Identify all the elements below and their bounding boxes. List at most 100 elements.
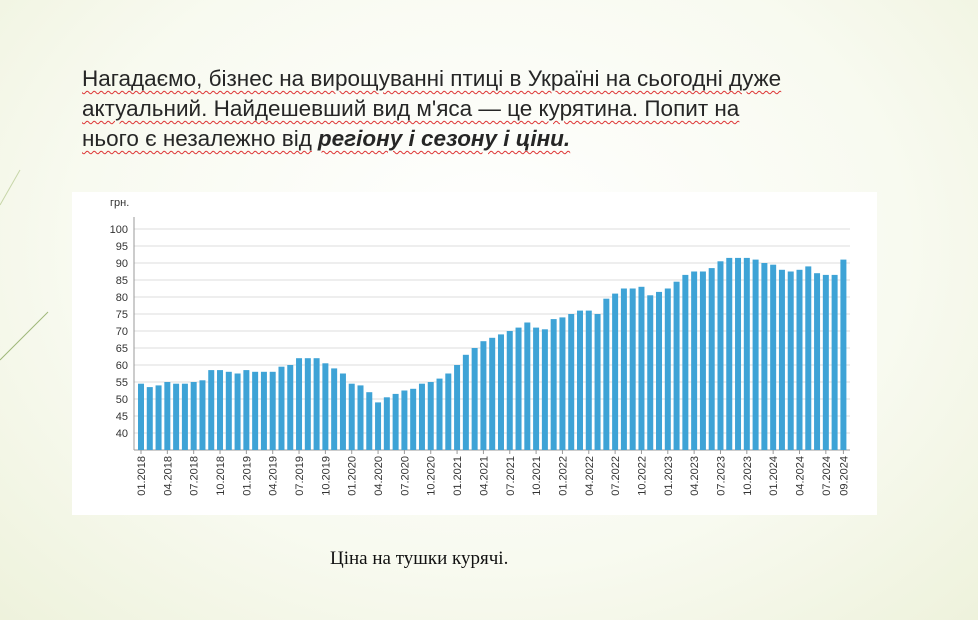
y-tick-label: 90 xyxy=(116,258,128,270)
x-tick-label: 01.2018 xyxy=(136,456,148,496)
y-tick-label: 85 xyxy=(116,275,128,287)
bar xyxy=(199,380,206,450)
bar xyxy=(515,327,522,450)
bar xyxy=(260,371,267,450)
bar xyxy=(454,365,461,450)
bar xyxy=(445,373,452,450)
y-tick-label: 75 xyxy=(116,309,128,321)
x-tick-label: 01.2023 xyxy=(663,456,675,496)
bar xyxy=(656,291,663,450)
x-tick-label: 07.2019 xyxy=(294,456,306,496)
bar xyxy=(708,268,715,450)
bar xyxy=(673,281,680,450)
bar xyxy=(506,331,513,450)
x-tick-label: 07.2022 xyxy=(610,456,622,496)
bar xyxy=(778,269,785,450)
bar xyxy=(208,370,215,450)
bar xyxy=(568,314,575,450)
x-tick-label: 10.2023 xyxy=(742,456,754,496)
y-tick-label: 55 xyxy=(116,377,128,389)
x-tick-label: 10.2022 xyxy=(636,456,648,496)
bar xyxy=(533,327,540,450)
bar xyxy=(840,259,847,450)
bar xyxy=(831,274,838,450)
bar xyxy=(138,383,144,450)
bar xyxy=(717,261,724,450)
x-tick-label: 10.2018 xyxy=(215,456,227,496)
bar xyxy=(278,366,285,450)
bar xyxy=(541,329,548,450)
bar xyxy=(375,402,382,450)
bar xyxy=(225,371,232,450)
bar xyxy=(497,334,504,450)
bar xyxy=(489,337,496,450)
bar xyxy=(699,271,706,450)
bar xyxy=(638,286,645,450)
y-tick-label: 70 xyxy=(116,326,128,338)
x-tick-label: 04.2024 xyxy=(795,456,807,496)
text: нього є незалежно від xyxy=(82,126,312,151)
bar xyxy=(173,383,180,450)
bar xyxy=(664,288,671,450)
bar xyxy=(304,358,311,450)
bar xyxy=(805,266,812,450)
y-tick-label: 95 xyxy=(116,241,128,253)
x-tick-label: 07.2024 xyxy=(821,456,833,496)
bar xyxy=(155,385,162,450)
x-tick-label: 04.2020 xyxy=(373,456,385,496)
x-tick-label: 04.2022 xyxy=(584,456,596,496)
bar xyxy=(181,383,188,450)
bar xyxy=(770,264,777,450)
bar xyxy=(462,354,469,450)
x-tick-label: 01.2019 xyxy=(241,456,253,496)
bar xyxy=(357,385,364,450)
bar xyxy=(313,358,320,450)
bar xyxy=(471,348,478,450)
bar xyxy=(787,271,794,450)
y-tick-label: 80 xyxy=(116,292,128,304)
bar xyxy=(217,370,224,450)
x-tick-label: 04.2021 xyxy=(478,456,490,496)
y-tick-label: 50 xyxy=(116,394,128,406)
y-tick-label: 45 xyxy=(116,411,128,423)
x-tick-label: 04.2023 xyxy=(689,456,701,496)
bar xyxy=(603,298,610,450)
bar xyxy=(252,371,259,450)
text-line: актуальний. Найдешевший вид м'яса — це к… xyxy=(82,96,740,121)
emphasis: регіону і сезону і ціни. xyxy=(317,126,571,151)
y-tick-label: 100 xyxy=(110,224,128,236)
bar xyxy=(735,257,742,450)
bar xyxy=(331,368,338,450)
bar xyxy=(427,382,434,450)
bar xyxy=(243,370,250,450)
text-line: Нагадаємо, бізнес на вирощуванні птиці в… xyxy=(82,66,782,91)
bar xyxy=(524,322,531,450)
bar xyxy=(418,383,425,450)
bar xyxy=(647,295,654,450)
bar xyxy=(559,317,566,450)
deco-line xyxy=(0,169,21,206)
bar xyxy=(366,392,373,450)
x-tick-label: 01.2022 xyxy=(557,456,569,496)
bar xyxy=(726,257,733,450)
deco-line xyxy=(0,311,49,361)
bar xyxy=(164,382,171,450)
bar xyxy=(814,273,821,450)
chart: грн. 40 45 50 55 60 65 70 75 80 85 90 95 100 01.2018 0… xyxy=(72,192,877,515)
bar xyxy=(436,378,443,450)
bar xyxy=(761,263,768,450)
bar xyxy=(480,341,487,450)
x-tick-label: 09.2024 xyxy=(838,456,850,496)
bar xyxy=(752,259,759,450)
bar xyxy=(348,383,355,450)
bar xyxy=(743,257,750,450)
x-tick-label: 01.2024 xyxy=(768,456,780,496)
y-tick-label: 40 xyxy=(116,428,128,440)
bar xyxy=(629,288,636,450)
bar xyxy=(612,293,619,450)
bar xyxy=(146,387,153,450)
paragraph: Нагадаємо, бізнес на вирощуванні птиці в… xyxy=(82,64,781,154)
bar xyxy=(796,269,803,450)
bar xyxy=(269,371,276,450)
